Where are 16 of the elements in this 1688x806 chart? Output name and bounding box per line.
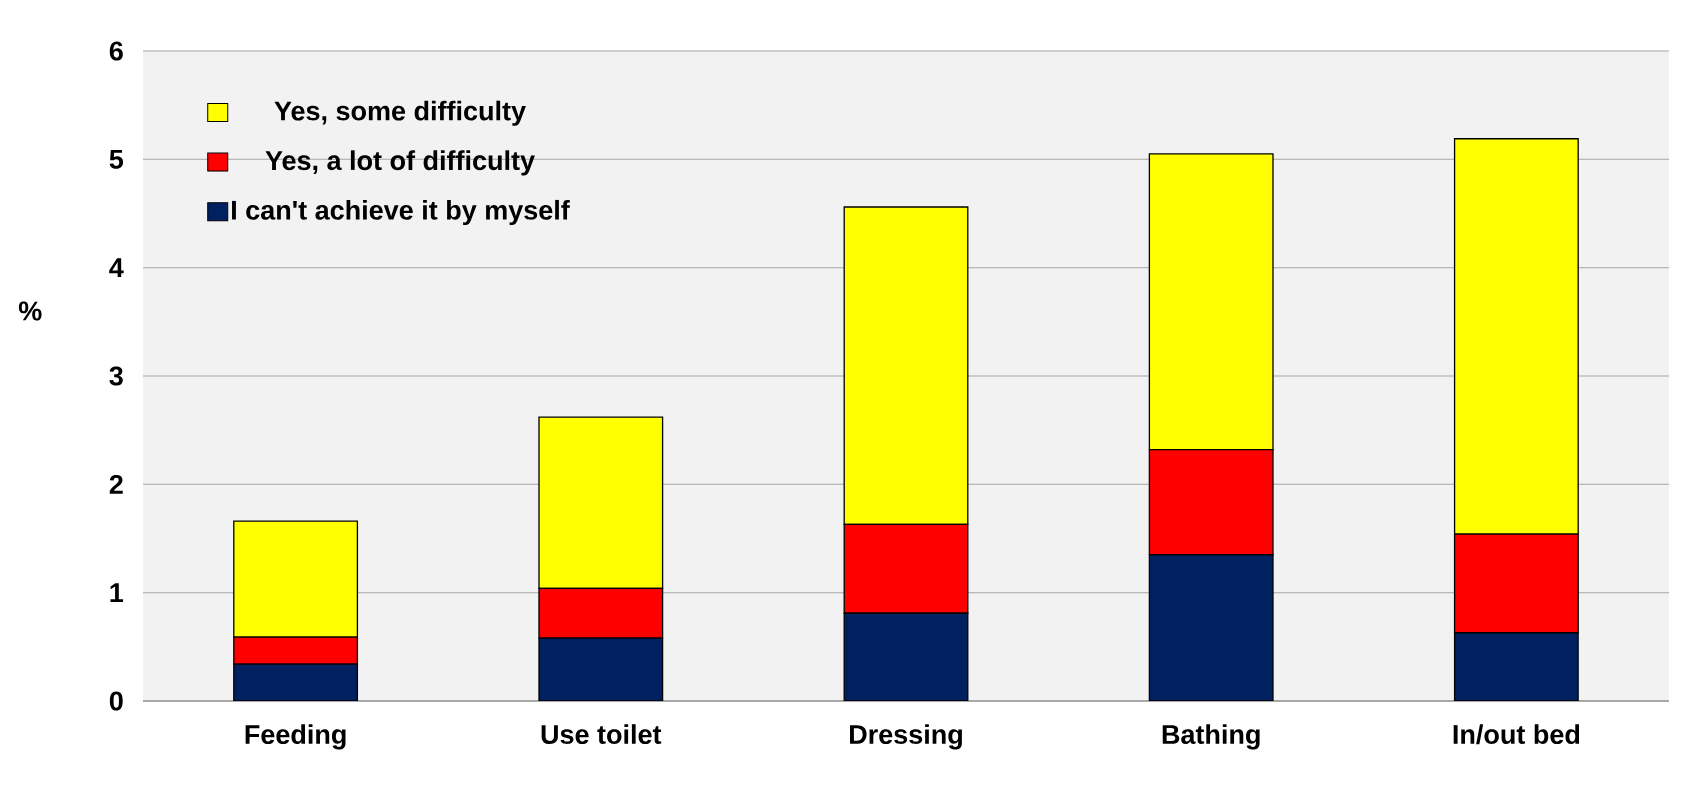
legend-label: Yes, some difficulty — [274, 100, 526, 126]
y-tick-label: 1 — [110, 583, 124, 602]
x-tick-label: Use toilet — [541, 724, 662, 745]
y-tick-label: 6 — [109, 41, 123, 61]
legend-label: Yes, a lot of difficulty — [265, 150, 535, 176]
x-tick-label: Dressing — [850, 724, 962, 750]
legend-label: I can't achieve it by myself — [232, 199, 570, 226]
y-tick-label: 2 — [109, 474, 123, 494]
y-tick-label: 0 — [109, 691, 123, 711]
y-tick-label: 4 — [109, 258, 124, 277]
y-tick-label: 3 — [109, 366, 123, 386]
x-tick-label: In/out bed — [1453, 724, 1580, 745]
y-axis-title: % — [18, 301, 42, 321]
x-tick-label: Bathing — [1162, 724, 1260, 750]
y-tick-label: 5 — [109, 149, 124, 169]
x-tick-label: Feeding — [245, 724, 346, 750]
